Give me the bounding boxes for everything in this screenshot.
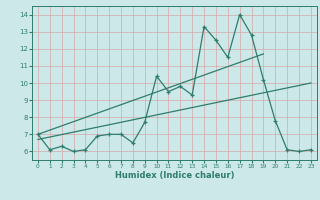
X-axis label: Humidex (Indice chaleur): Humidex (Indice chaleur) <box>115 171 234 180</box>
